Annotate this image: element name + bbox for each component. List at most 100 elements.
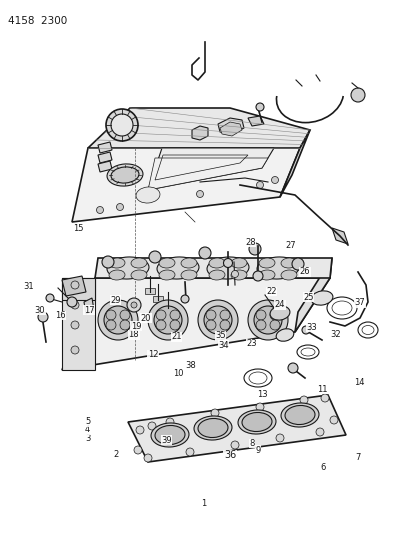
Polygon shape [148,148,274,190]
Ellipse shape [194,416,232,440]
Circle shape [98,300,138,340]
Ellipse shape [358,322,378,338]
Circle shape [249,243,261,255]
Circle shape [156,320,166,330]
Text: 14: 14 [354,378,364,387]
Polygon shape [88,108,310,148]
Polygon shape [332,228,348,244]
Polygon shape [98,161,112,172]
Text: 22: 22 [266,287,277,296]
Polygon shape [220,122,242,136]
Ellipse shape [109,270,125,280]
Ellipse shape [159,258,175,268]
Circle shape [231,441,239,449]
Ellipse shape [131,258,147,268]
Polygon shape [153,296,163,302]
Text: 34: 34 [218,341,229,350]
Ellipse shape [270,306,290,320]
Circle shape [38,312,48,322]
Text: 39: 39 [161,436,172,445]
Ellipse shape [155,425,185,445]
Text: 32: 32 [330,330,341,339]
Text: 38: 38 [186,361,196,370]
Circle shape [181,295,189,303]
Text: 1: 1 [202,499,206,508]
Text: 16: 16 [55,311,66,320]
Polygon shape [98,142,112,153]
Ellipse shape [281,270,297,280]
Circle shape [186,448,194,456]
Circle shape [106,320,116,330]
Ellipse shape [107,257,149,279]
Polygon shape [98,152,112,163]
Circle shape [117,204,124,211]
Circle shape [220,310,230,320]
Ellipse shape [231,270,247,280]
Circle shape [71,281,79,289]
Circle shape [256,403,264,411]
Text: 15: 15 [73,224,84,232]
Ellipse shape [327,297,357,319]
Text: 4: 4 [85,425,90,434]
Text: 17: 17 [84,306,94,314]
Polygon shape [192,126,208,140]
Text: 33: 33 [306,323,317,332]
Circle shape [136,426,144,434]
Ellipse shape [249,372,267,384]
Text: 27: 27 [285,241,296,249]
Polygon shape [72,148,300,222]
Circle shape [206,320,216,330]
Circle shape [166,418,174,426]
Polygon shape [295,258,332,332]
Circle shape [127,298,141,312]
Circle shape [71,321,79,329]
Ellipse shape [332,301,352,315]
Circle shape [198,300,238,340]
Polygon shape [163,304,173,310]
Circle shape [257,182,264,189]
Text: 8: 8 [249,439,255,448]
Circle shape [292,258,304,270]
Ellipse shape [259,258,275,268]
Circle shape [288,363,298,373]
Text: 26: 26 [300,268,310,276]
Circle shape [248,300,288,340]
Circle shape [300,396,308,404]
Ellipse shape [259,270,275,280]
Ellipse shape [276,329,294,341]
Text: 25: 25 [303,293,314,302]
Text: 9: 9 [255,446,260,455]
Text: 6: 6 [321,464,326,472]
Text: 5: 5 [85,417,90,426]
Circle shape [156,310,166,320]
Circle shape [131,302,137,308]
Circle shape [149,251,161,263]
Circle shape [316,428,324,436]
Circle shape [120,320,130,330]
Ellipse shape [198,418,228,438]
Circle shape [321,394,329,402]
Circle shape [104,306,132,334]
Ellipse shape [257,257,299,279]
Ellipse shape [281,403,319,427]
Circle shape [270,320,280,330]
Ellipse shape [181,258,197,268]
Circle shape [253,271,263,281]
Text: 3: 3 [85,434,91,442]
Text: 13: 13 [257,390,268,399]
Circle shape [71,301,79,309]
Polygon shape [62,278,95,300]
Text: 24: 24 [275,301,285,309]
Ellipse shape [301,348,315,356]
Polygon shape [145,288,155,294]
Circle shape [204,306,232,334]
Circle shape [276,434,284,442]
Text: 23: 23 [247,340,257,348]
Text: 19: 19 [131,322,141,330]
Ellipse shape [131,270,147,280]
Circle shape [111,114,133,136]
Text: 30: 30 [35,306,45,314]
Circle shape [144,454,152,462]
Circle shape [330,416,338,424]
Circle shape [67,297,77,307]
